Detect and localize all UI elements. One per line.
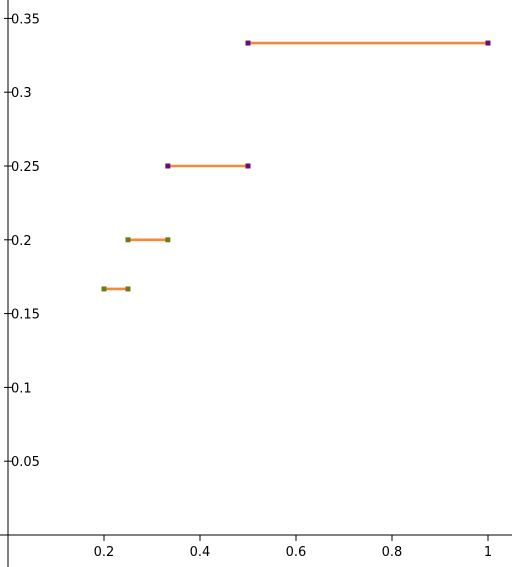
segment-endpoint-marker [245,163,251,169]
y-tick-label: 0.25 [11,160,40,175]
segment-endpoint-marker [125,237,131,243]
segment-endpoint-marker [245,40,251,46]
x-tick-label: 1 [484,545,492,560]
y-tick-label: 0.05 [11,455,40,470]
y-axis-ticks: 0.05 0.1 0.15 0.2 0.25 0.3 0.35 [4,12,40,470]
segment-endpoint-marker [165,163,171,169]
y-tick-label: 0.15 [11,308,40,323]
y-tick-label: 0.3 [11,86,32,101]
y-tick-label: 0.1 [11,381,32,396]
segment-endpoint-marker [125,286,131,292]
y-tick-label: 0.2 [11,234,32,249]
data-segments [101,40,491,292]
y-tick-label: 0.35 [11,12,40,27]
x-tick-label: 0.2 [94,545,115,560]
x-axis-ticks: 0.2 0.4 0.6 0.8 1 [94,535,492,560]
segment-endpoint-marker [101,286,107,292]
segment-endpoint-marker [485,40,491,46]
x-tick-label: 0.4 [190,545,211,560]
x-tick-label: 0.8 [382,545,403,560]
segment-endpoint-marker [165,237,171,243]
x-tick-label: 0.6 [286,545,307,560]
